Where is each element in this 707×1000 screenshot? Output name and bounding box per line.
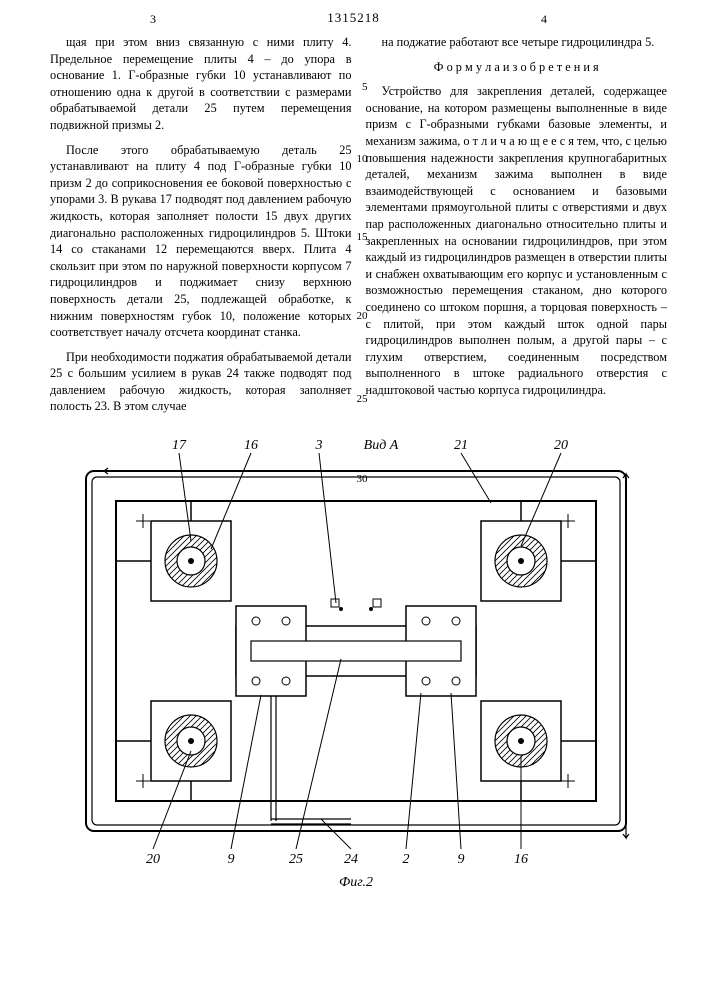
- callout: 25: [289, 852, 303, 867]
- callout: 21: [454, 438, 468, 453]
- para: Устройство для закрепления деталей, соде…: [366, 83, 668, 398]
- para: на поджатие работают все четыре гидроцил…: [366, 34, 668, 51]
- line-num: 25: [350, 392, 368, 407]
- cylinder-bl: [151, 701, 231, 781]
- callout: 20: [554, 438, 568, 453]
- left-column: щая при этом вниз связанную с ними плиту…: [50, 34, 352, 423]
- callout: 9: [458, 852, 465, 867]
- callout: 2: [403, 852, 410, 867]
- line-num: 15: [350, 230, 368, 245]
- figure-svg: 17 16 3 Вид А 21 20 20 9 25 24 2 9 16: [61, 431, 651, 871]
- view-label: Вид А: [364, 438, 399, 453]
- line-num: 20: [350, 309, 368, 324]
- line-num: 10: [350, 152, 368, 167]
- cylinder-tr: [481, 521, 561, 601]
- callout: 17: [172, 438, 187, 453]
- para: После этого обрабатываемую деталь 25 уст…: [50, 142, 352, 341]
- callout: 16: [244, 438, 258, 453]
- callout: 3: [315, 438, 323, 453]
- figure-caption: Фиг.2: [55, 875, 657, 891]
- text-columns: щая при этом вниз связанную с ними плиту…: [0, 26, 707, 423]
- callout: 20: [146, 852, 160, 867]
- col-num-right: 4: [541, 12, 547, 27]
- col-num-left: 3: [150, 12, 156, 27]
- line-num: 30: [350, 472, 368, 487]
- callout: 16: [514, 852, 528, 867]
- figure: 17 16 3 Вид А 21 20 20 9 25 24 2 9 16 Фи…: [55, 431, 657, 891]
- doc-number: 1315218: [0, 0, 707, 26]
- line-num: 5: [350, 80, 368, 95]
- callout: 24: [344, 852, 358, 867]
- cylinder-tl: [151, 521, 231, 601]
- para: При необходимости поджатия обрабатываемо…: [50, 349, 352, 415]
- para: щая при этом вниз связанную с ними плиту…: [50, 34, 352, 134]
- formula-heading: Ф о р м у л а и з о б р е т е н и я: [366, 59, 668, 76]
- callout: 9: [228, 852, 235, 867]
- right-column: 5 10 15 20 25 30 на поджатие работают вс…: [366, 34, 668, 423]
